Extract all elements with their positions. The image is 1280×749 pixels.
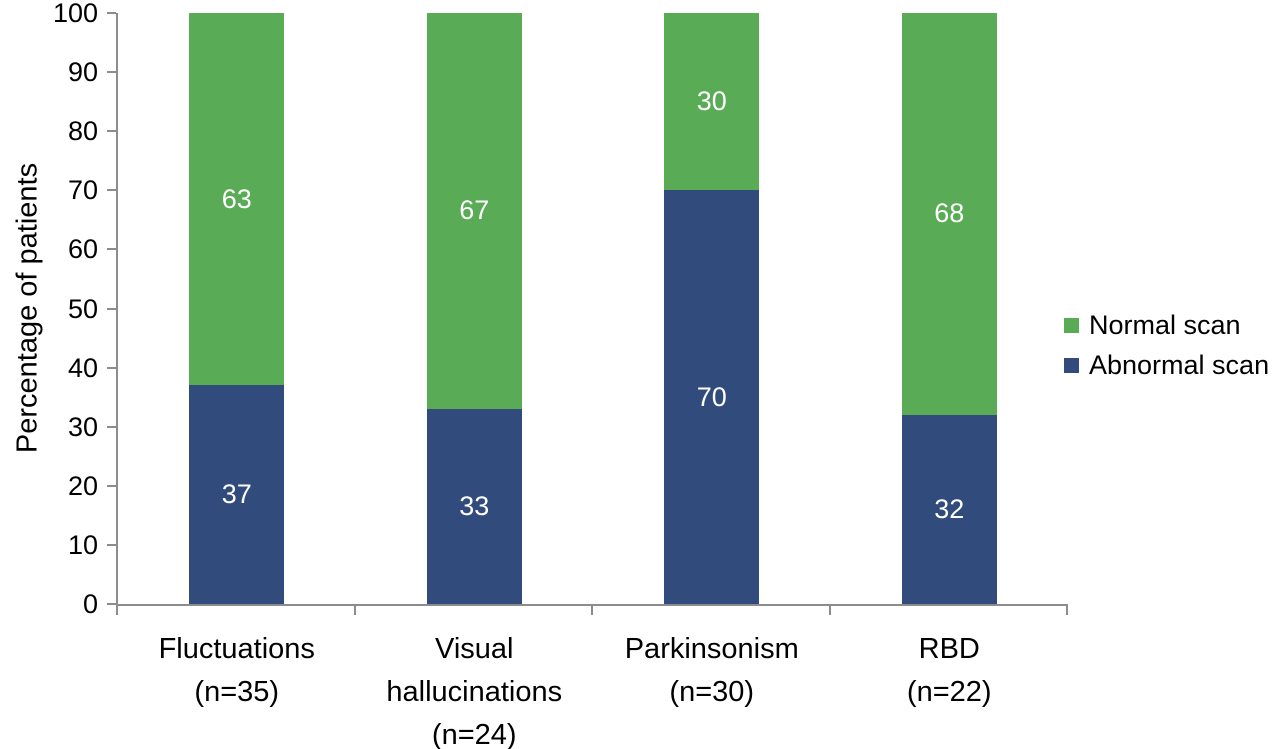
x-tick-mark [116,606,118,615]
x-tick-mark [1066,606,1068,615]
bar-segment-abnormal-scan: 33 [426,408,522,604]
bar-segment-normal-scan: 67 [426,13,522,409]
bar-segment-normal-scan: 68 [901,13,997,415]
bar-value-label: 33 [459,490,490,521]
x-axis-line [116,604,1068,606]
y-tick-label: 0 [82,589,98,619]
y-tick-label: 40 [67,352,98,383]
bar-segment-abnormal-scan: 37 [189,385,285,604]
x-category-label-line: RBD [918,633,980,665]
bar-value-label: 70 [696,381,727,412]
bar-segment-normal-scan: 30 [664,13,760,191]
y-tick-label: 50 [67,293,98,324]
bar-value-label: 68 [934,198,965,229]
legend: Normal scan Abnormal scan [1064,305,1269,385]
legend-swatch-abnormal-scan [1064,357,1079,373]
x-category-label-line: Visual [435,633,514,665]
y-tick-label: 80 [67,116,98,147]
y-tick-mark [107,543,116,546]
legend-item: Normal scan [1064,305,1269,345]
bar-value-label: 32 [934,493,965,524]
x-category-label-line: (n=35) [194,676,280,708]
y-tick-mark [107,248,116,251]
y-tick-label: 20 [67,470,98,501]
y-tick-mark [107,366,116,369]
y-tick-label: 10 [67,529,98,560]
x-category-label-line: hallucinations [386,676,563,708]
x-category-label-line: Fluctuations [158,633,315,665]
bar-segment-abnormal-scan: 32 [901,414,997,604]
legend-item: Abnormal scan [1064,345,1269,385]
bar-value-label: 30 [696,86,727,117]
bar-value-label: 63 [221,183,252,214]
x-tick-mark [591,606,593,615]
x-tick-mark [828,606,831,615]
legend-swatch-normal-scan [1064,317,1079,333]
y-tick-mark [107,425,116,428]
bar-value-label: 67 [459,195,490,226]
bar-value-label: 37 [221,479,252,510]
x-category-label-line: (n=30) [669,676,755,708]
legend-label: Abnormal scan [1089,349,1270,380]
bar-segment-abnormal-scan: 70 [664,190,760,604]
y-axis-line [116,13,118,606]
y-tick-label: 30 [67,411,98,442]
x-category-label-line: (n=24) [431,719,517,749]
x-category-label: Parkinsonism (n=30) [593,628,831,714]
y-tick-mark [107,71,116,74]
x-category-label: Fluctuations (n=35) [118,628,356,714]
y-tick-mark [107,484,116,487]
x-category-label: Visual hallucinations (n=24) [356,628,594,749]
bar-segment-normal-scan: 63 [189,13,285,386]
y-tick-mark [107,189,116,192]
x-category-label-line: (n=22) [906,676,992,708]
y-tick-label: 100 [52,0,98,28]
y-tick-mark [107,307,116,310]
y-tick-mark [107,12,116,14]
y-tick-label: 60 [67,234,98,265]
y-tick-label: 90 [67,57,98,88]
y-tick-mark [107,603,116,605]
y-tick-mark [107,130,116,133]
y-tick-label: 70 [67,175,98,206]
x-tick-mark [353,606,356,615]
x-category-label-line: Parkinsonism [624,633,799,665]
x-category-label: RBD (n=22) [831,628,1069,714]
legend-label: Normal scan [1089,309,1241,340]
